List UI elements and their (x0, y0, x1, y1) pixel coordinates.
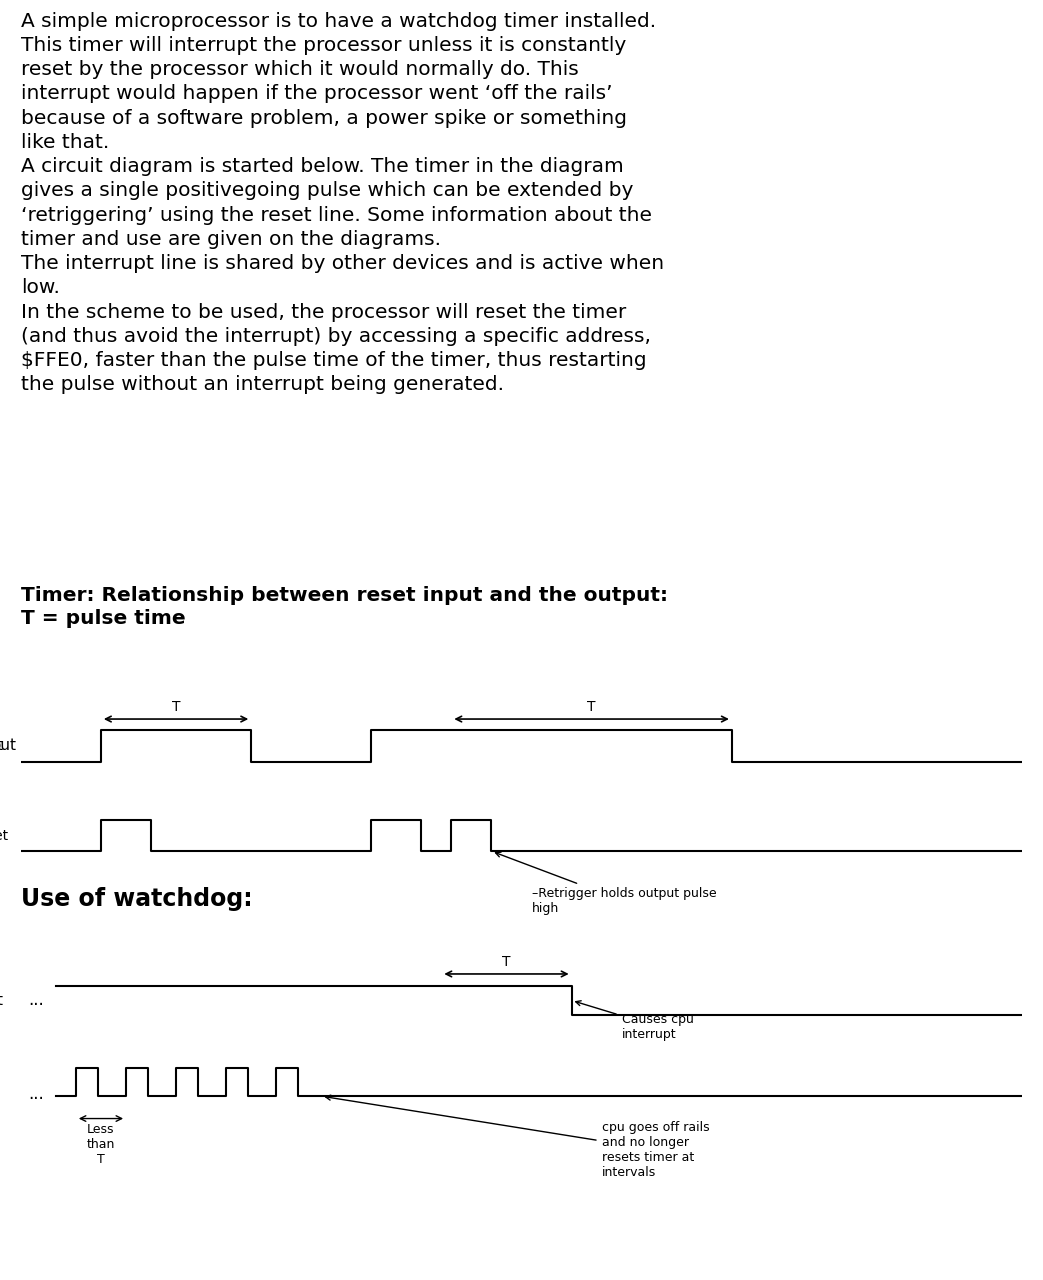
Text: Timer: Relationship between reset input and the output:
T = pulse time: Timer: Relationship between reset input … (21, 586, 668, 628)
Text: ...: ... (28, 992, 44, 1010)
Text: T: T (587, 700, 596, 714)
Text: out: out (0, 739, 16, 754)
Text: Less
than
T: Less than T (87, 1123, 115, 1166)
Text: cpu goes off rails
and no longer
resets timer at
intervals: cpu goes off rails and no longer resets … (325, 1096, 709, 1179)
Text: T: T (172, 700, 180, 714)
Text: reset: reset (0, 828, 8, 842)
Text: out: out (0, 739, 3, 754)
Text: Use of watchdog:: Use of watchdog: (21, 887, 252, 911)
Text: out: out (0, 993, 3, 1007)
Text: Causes cpu
interrupt: Causes cpu interrupt (576, 1001, 694, 1041)
Text: A simple microprocessor is to have a watchdog timer installed.
This timer will i: A simple microprocessor is to have a wat… (21, 12, 664, 394)
Text: ...: ... (28, 1085, 44, 1103)
Text: T: T (503, 955, 511, 969)
Text: –Retrigger holds output pulse
high: –Retrigger holds output pulse high (495, 852, 717, 915)
